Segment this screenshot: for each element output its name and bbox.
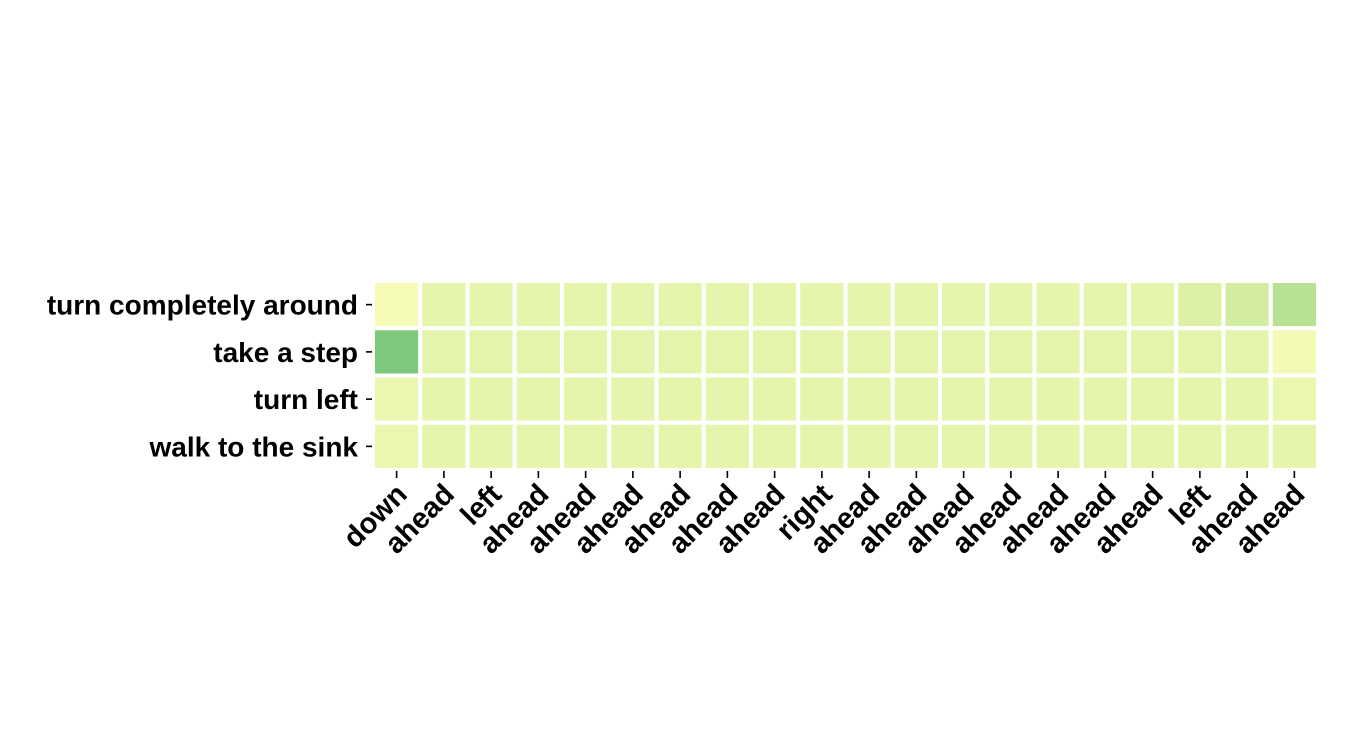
- heatmap-cell: [512, 373, 564, 425]
- heatmap-cell: [1032, 279, 1084, 331]
- heatmap-cell: [512, 279, 564, 331]
- heatmap-cell: [607, 420, 659, 472]
- heatmap-cell: [985, 326, 1037, 378]
- heatmap-cell: [843, 326, 895, 378]
- heatmap-cell: [843, 420, 895, 472]
- heatmap-cell: [1174, 420, 1226, 472]
- heatmap-cell: [371, 279, 423, 331]
- heatmap-cell: [654, 420, 706, 472]
- heatmap-cell: [701, 326, 753, 378]
- heatmap-cell: [418, 420, 470, 472]
- heatmap-cell: [560, 420, 612, 472]
- heatmap-cell: [512, 420, 564, 472]
- heatmap-cell: [371, 373, 423, 425]
- heatmap-cells: [371, 279, 1320, 472]
- heatmap-cell: [371, 420, 423, 472]
- heatmap-cell: [1174, 373, 1226, 425]
- heatmap-cell: [843, 373, 895, 425]
- heatmap-cell: [1221, 373, 1273, 425]
- heatmap-cell: [749, 420, 801, 472]
- heatmap-cell: [418, 326, 470, 378]
- heatmap-cell: [890, 326, 942, 378]
- heatmap-cell: [560, 373, 612, 425]
- heatmap-cell: [1032, 373, 1084, 425]
- heatmap-cell: [512, 326, 564, 378]
- heatmap-cell: [1174, 326, 1226, 378]
- heatmap-cell: [1127, 326, 1179, 378]
- heatmap-cell: [1221, 420, 1273, 472]
- heatmap-cell: [607, 279, 659, 331]
- heatmap-cell: [796, 279, 848, 331]
- heatmap-cell: [890, 373, 942, 425]
- heatmap-cell: [701, 420, 753, 472]
- heatmap-cell: [1268, 420, 1320, 472]
- heatmap-cell: [560, 326, 612, 378]
- heatmap-cell: [796, 420, 848, 472]
- heatmap-cell: [938, 279, 990, 331]
- heatmap-cell: [465, 373, 517, 425]
- heatmap-cell: [985, 420, 1037, 472]
- heatmap-cell: [843, 279, 895, 331]
- heatmap-cell: [938, 420, 990, 472]
- heatmap-cell: [985, 279, 1037, 331]
- heatmap-cell: [796, 326, 848, 378]
- y-tick-label: take a step: [213, 337, 358, 368]
- x-tick-labels: downaheadleftaheadaheadaheadaheadaheadah…: [337, 478, 1311, 560]
- heatmap-cell: [938, 326, 990, 378]
- y-tick-labels: turn completely around take a step turn le…: [47, 290, 359, 463]
- heatmap-cell: [1127, 373, 1179, 425]
- heatmap-cell: [607, 373, 659, 425]
- heatmap-cell: [749, 326, 801, 378]
- heatmap-cell: [418, 373, 470, 425]
- y-tick-label: turn left: [254, 384, 358, 415]
- heatmap-cell: [654, 326, 706, 378]
- heatmap-cell: [1221, 326, 1273, 378]
- y-tick-label: turn completely around: [47, 290, 358, 321]
- heatmap-cell: [371, 326, 423, 378]
- heatmap-cell: [1032, 326, 1084, 378]
- heatmap-cell: [890, 420, 942, 472]
- heatmap-cell: [749, 373, 801, 425]
- heatmap-cell: [701, 373, 753, 425]
- heatmap-cell: [1174, 279, 1226, 331]
- heatmap-cell: [1079, 279, 1131, 331]
- heatmap-cell: [938, 373, 990, 425]
- y-tick-label: walk to the sink: [149, 431, 359, 462]
- heatmap-cell: [1127, 279, 1179, 331]
- heatmap-cell: [1268, 373, 1320, 425]
- heatmap-cell: [1032, 420, 1084, 472]
- heatmap-cell: [1268, 326, 1320, 378]
- axis-ticks: [366, 303, 1296, 478]
- heatmap-cell: [1221, 279, 1273, 331]
- heatmap-cell: [1127, 420, 1179, 472]
- heatmap-cell: [1268, 279, 1320, 331]
- heatmap-cell: [1079, 373, 1131, 425]
- heatmap-cell: [985, 373, 1037, 425]
- heatmap-cell: [418, 279, 470, 331]
- heatmap-cell: [796, 373, 848, 425]
- heatmap-cell: [654, 373, 706, 425]
- heatmap-cell: [749, 279, 801, 331]
- heatmap-cell: [465, 326, 517, 378]
- heatmap-cell: [1079, 420, 1131, 472]
- heatmap-cell: [465, 279, 517, 331]
- heatmap-cell: [465, 420, 517, 472]
- heatmap-cell: [701, 279, 753, 331]
- heatmap-cell: [560, 279, 612, 331]
- heatmap-cell: [654, 279, 706, 331]
- heatmap-cell: [607, 326, 659, 378]
- heatmap-cell: [1079, 326, 1131, 378]
- heatmap-cell: [890, 279, 942, 331]
